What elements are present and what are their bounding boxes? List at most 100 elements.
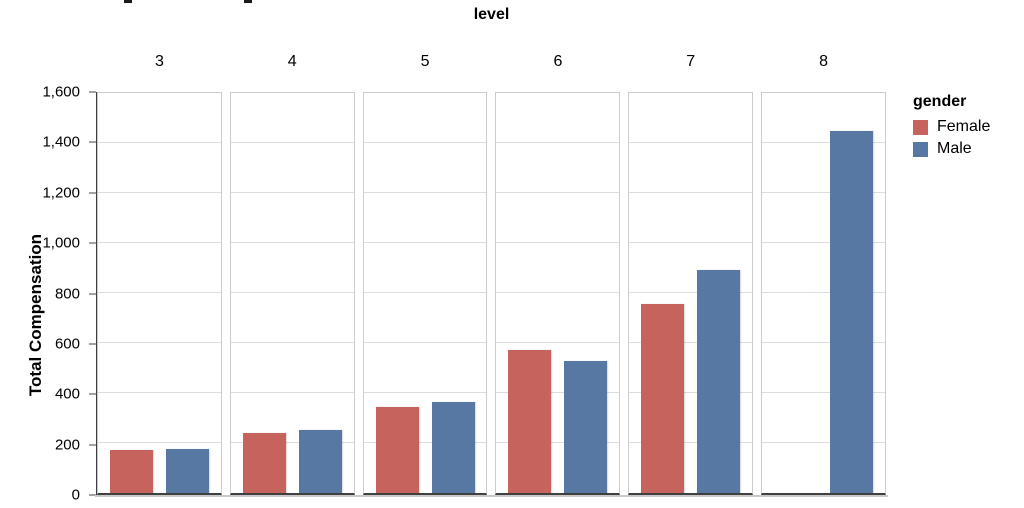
bar-slot-female [109,93,153,493]
gridline [363,342,487,343]
bar-slot-female [375,93,419,493]
gridline [363,142,487,143]
facet-panel-level-5 [362,92,488,495]
gridline [496,142,620,143]
bar-slot-male [830,93,874,493]
legend-item-female: Female [913,118,990,136]
gridline [496,442,620,443]
gridline [496,192,620,193]
gridline [363,292,487,293]
bar-group-level-4 [231,93,354,493]
gridline [762,142,885,143]
bar-slot-female [508,93,552,493]
bar-group-level-7 [629,93,752,493]
gridline [98,342,221,343]
gridline [363,242,487,243]
y-tick-label: 600 [54,335,80,353]
bar-female-level-3 [109,450,153,493]
bar-slot-male [431,93,475,493]
bar-slot-male [564,93,608,493]
y-tick-mark [89,141,96,143]
y-tick-mark [89,494,96,496]
gridline [230,392,354,393]
gridline [230,342,354,343]
facet-panel-level-8 [761,92,886,495]
y-tick-mark [89,293,96,294]
legend-item-male: Male [913,140,990,158]
gridline [762,392,885,393]
bar-slot-male [165,93,209,493]
bar-slot-female [641,93,685,493]
gridline [98,142,221,143]
y-tick-label: 1,400 [42,133,80,151]
bar-female-level-6 [508,350,552,493]
y-tick-mark [89,192,96,194]
y-tick-label: 1,600 [42,83,80,101]
gridline [629,442,753,443]
facet-panel-level-4 [229,92,355,495]
y-tick-label: 200 [54,436,80,454]
y-tick-label: 0 [71,486,80,504]
gridline [363,442,487,443]
gridline [629,192,753,193]
facet-header-level-6: 6 [553,53,563,70]
y-tick-mark [89,444,96,446]
bar-slot-male [298,93,342,493]
y-tick-mark [89,91,96,93]
gridline [496,342,620,343]
gridline [762,442,885,443]
gridline [98,292,221,293]
y-axis: 0 200 400 600 800 1,000 1,200 1,400 1,600 [0,84,97,504]
facet-header-level-4: 4 [287,53,297,70]
facet-column-headers: 3 4 5 6 7 8 [97,53,886,71]
legend-label: Male [937,140,972,157]
gridline [496,292,620,293]
bar-male-level-6 [564,361,608,493]
legend-swatch-male [913,141,928,157]
legend-label: Female [937,118,991,135]
gridline [98,392,221,393]
gridline [230,442,354,443]
gridline [363,392,487,393]
y-tick-mark [89,393,96,395]
bar-female-level-7 [641,303,685,493]
legend-items: Female Male [913,118,990,158]
gridline [496,392,620,393]
bar-group-level-6 [496,93,619,493]
facet-panels [97,92,886,495]
gridline [762,242,885,243]
y-tick-mark [89,242,96,244]
gridline [98,442,221,443]
bar-group-level-8 [762,93,885,493]
bar-group-level-3 [98,93,221,493]
facet-header-level-8: 8 [819,53,828,70]
gridline [230,142,354,143]
gridline [762,342,885,343]
gridline [496,242,620,243]
gridline [629,342,753,343]
bar-group-level-5 [364,93,487,493]
legend-title: gender [913,93,967,110]
bar-slot-female [774,93,817,493]
gridline [629,292,753,293]
clipped-title-fragment [244,0,252,3]
x-axis-baseline-shadow [95,495,888,497]
facet-panel-level-6 [495,92,621,495]
gridline [230,242,354,243]
bar-female-level-4 [242,432,286,493]
bar-male-level-4 [298,429,342,493]
bar-slot-female [242,93,286,493]
facet-header-level-3: 3 [154,53,164,70]
gridline [230,292,354,293]
facet-panel-level-3 [97,92,222,495]
gridline [629,392,753,393]
y-tick-label: 400 [54,385,80,403]
gridline [363,192,487,193]
y-tick-label: 800 [54,285,80,302]
gridline [98,192,221,193]
gridline [230,192,354,193]
y-tick-mark [89,343,96,345]
gridline [762,292,885,293]
y-tick-label: 1,200 [42,184,80,202]
